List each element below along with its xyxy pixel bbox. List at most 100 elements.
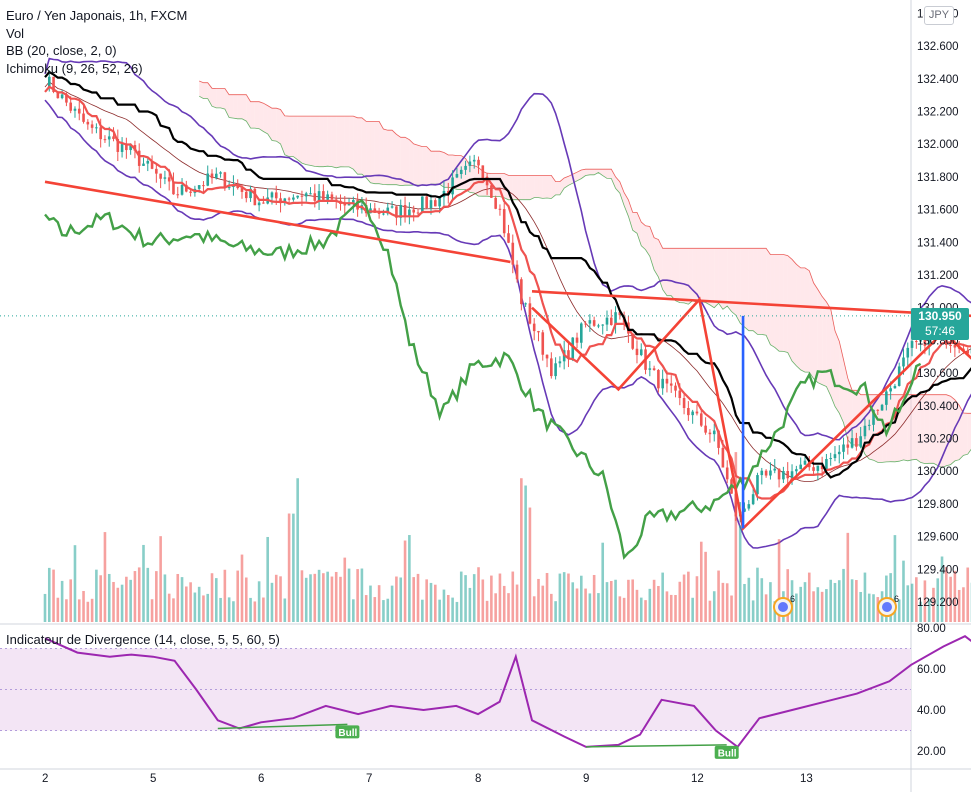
candle-body [605,317,609,325]
volume-bar [825,589,828,622]
legend: Euro / Yen Japonais, 1h, FXCM Vol BB (20… [6,7,187,77]
ichimoku-cloud-segment [800,267,805,373]
candle-body [773,468,777,471]
volume-bar [699,541,703,622]
ichimoku-cloud-segment [297,116,302,164]
volume-bar [253,601,257,622]
candle-body [743,508,746,512]
volume-bar [541,585,545,622]
price-tick-label: 129.200 [917,597,959,609]
volume-bar [421,599,424,622]
volume-bar [829,579,832,622]
volume-bar [364,595,368,622]
ichimoku-cloud-segment [259,101,264,132]
bull-label: Bull [718,748,737,759]
volume-bar [193,592,197,622]
candle-body [837,451,841,455]
volume-bar [678,581,682,622]
volume-bar [202,595,205,622]
volume-bar [738,525,742,622]
volume-bar [614,579,617,622]
time-tick-label: 9 [583,773,589,785]
ichimoku-cloud-segment [963,412,968,456]
ichimoku-cloud-segment [366,121,371,183]
ichimoku-cloud-segment [250,101,255,129]
volume-bar [936,578,940,622]
volume-bar [558,573,562,622]
candle-body [103,139,107,141]
ichimoku-cloud-segment [834,330,840,414]
ichimoku-cloud-segment [551,175,556,199]
volume-bar [799,586,802,622]
volume-bar [47,567,51,622]
volume-bar [412,577,415,622]
volume-bar [112,581,115,622]
candle-body [219,172,222,174]
volume-bar [652,579,656,622]
ichimoku-cloud-segment [280,109,285,155]
candle-body [498,208,502,210]
candle-body [691,411,694,416]
divergence-line [217,723,348,730]
ichimoku-cloud-segment [830,308,835,407]
ichimoku-cloud-segment [890,394,895,462]
ichimoku-cloud-segment [199,80,204,99]
ichimoku-chikou [44,199,922,560]
currency-badge[interactable]: JPY [924,6,954,25]
candle-body [403,205,407,217]
candle-body [507,233,510,243]
ichimoku-cloud-segment [400,137,406,186]
volume-bar [893,535,897,622]
volume-bar [949,576,952,622]
ichimoku-cloud-segment [929,394,934,464]
ichimoku-cloud-segment [740,248,745,327]
candle-body [880,404,884,411]
volume-bar [648,588,652,622]
volume-bar [859,591,862,622]
oscillator-tick-label: 60.00 [917,664,946,676]
volume-bar [210,573,214,622]
volume-bar [567,573,570,622]
ichimoku-cloud-segment [804,267,810,373]
ichimoku-kijun [44,70,971,479]
volume-bar [180,577,184,622]
candle-body [601,324,605,326]
ichimoku-cloud-segment [770,254,775,348]
candle-body [399,205,403,218]
volume-bar [940,556,944,622]
ichimoku-cloud-segment [920,394,925,464]
candle-body [416,212,420,214]
candle-body [86,121,90,125]
volume-bar [923,580,927,622]
candle-body [751,494,755,505]
candle-body [648,368,652,370]
volume-bar [326,571,329,622]
ichimoku-cloud-segment [319,116,324,167]
volume-bar [855,580,858,622]
ichimoku-cloud-segment [357,117,362,175]
volume-bar [807,572,811,622]
candle-body [842,444,845,452]
volume-bar [455,601,459,622]
ichimoku-cloud-segment [559,177,565,195]
candle-body [687,408,690,416]
volume-bar [425,579,428,622]
volume-bar [863,572,867,622]
volume-bar [803,582,807,622]
volume-bar [820,591,824,622]
oscillator-tick-label: 20.00 [917,746,946,758]
candle-body [812,467,815,471]
ichimoku-cloud-segment [396,134,401,186]
ichimoku-cloud-segment [289,116,294,157]
volume-bar [343,557,347,622]
candle-body [816,465,820,471]
volume-bar [747,577,751,622]
candle-body [202,185,205,187]
volume-bar [257,581,261,622]
time-tick-label: 12 [691,773,704,785]
ichimoku-cloud-segment [405,137,410,186]
candle-body [550,358,553,377]
candle-body [137,150,141,166]
ichimoku-cloud-segment [331,116,337,168]
